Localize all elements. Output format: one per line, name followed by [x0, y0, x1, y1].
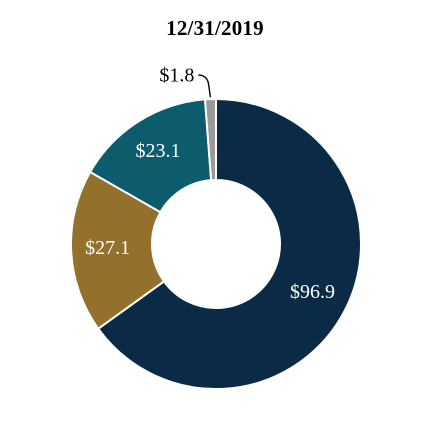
labels-layer: $96.9 $27.1 $23.1 $1.8 — [85, 65, 335, 303]
slice-label-3: $1.8 — [159, 65, 194, 87]
slice-3 — [203, 97, 217, 182]
slice-label-1: $27.1 — [85, 237, 130, 259]
slice-2 — [88, 98, 213, 214]
slices-layer — [70, 97, 362, 390]
leader-line-3 — [198, 74, 212, 98]
slice-1 — [70, 170, 166, 331]
slice-label-2: $23.1 — [136, 140, 181, 162]
slice-label-0: $96.9 — [290, 281, 335, 303]
chart-title: 12/31/2019 — [166, 16, 264, 40]
slice-0 — [96, 97, 362, 390]
